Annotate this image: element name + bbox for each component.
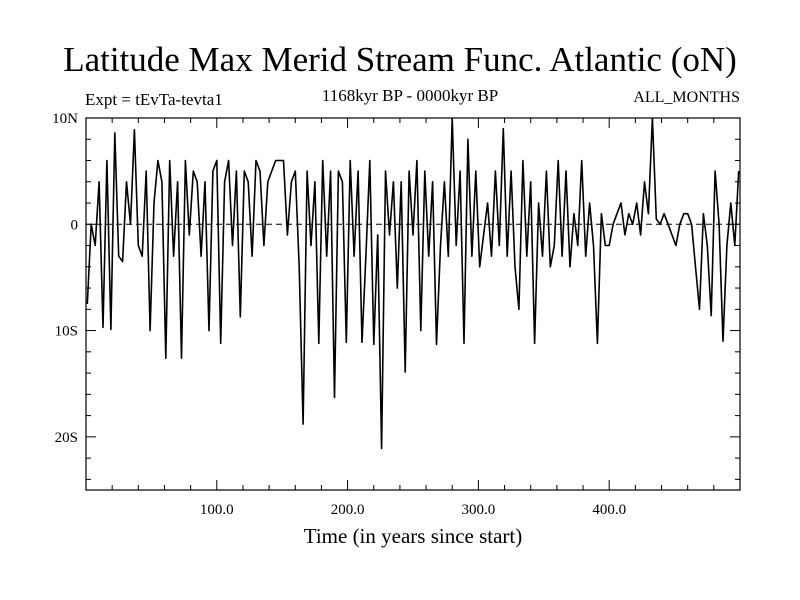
x-axis-label: Time (in years since start): [304, 524, 523, 548]
y-tick-label: 10N: [52, 111, 78, 127]
chart-title: Latitude Max Merid Stream Func. Atlantic…: [63, 40, 737, 79]
series-line: [86, 117, 740, 450]
plot-frame: [85, 117, 741, 491]
y-tick-label: 10S: [55, 324, 78, 340]
time-range-label: 1168kyr BP - 0000kyr BP: [321, 86, 499, 105]
y-tick-label: 0: [71, 217, 79, 233]
x-tick-label: 100.0: [200, 502, 234, 518]
data-points: [86, 117, 739, 450]
x-tick-label: 400.0: [592, 502, 626, 518]
x-tick-label: 200.0: [331, 502, 365, 518]
experiment-label: Expt = tEvTa-tevta1: [85, 90, 223, 109]
axis-ticks: 100.0 200.0 300.0 400.0 10N 0 10S 20S: [52, 111, 740, 518]
months-label: ALL_MONTHS: [633, 89, 740, 106]
x-tick-label: 300.0: [462, 502, 496, 518]
y-tick-label: 20S: [55, 430, 78, 446]
